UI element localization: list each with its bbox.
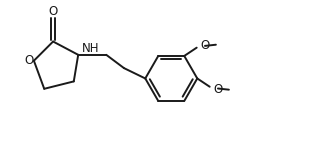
Text: O: O [200,39,209,52]
Text: NH: NH [82,42,100,55]
Text: O: O [49,5,58,18]
Text: O: O [24,54,33,67]
Text: O: O [213,83,223,96]
